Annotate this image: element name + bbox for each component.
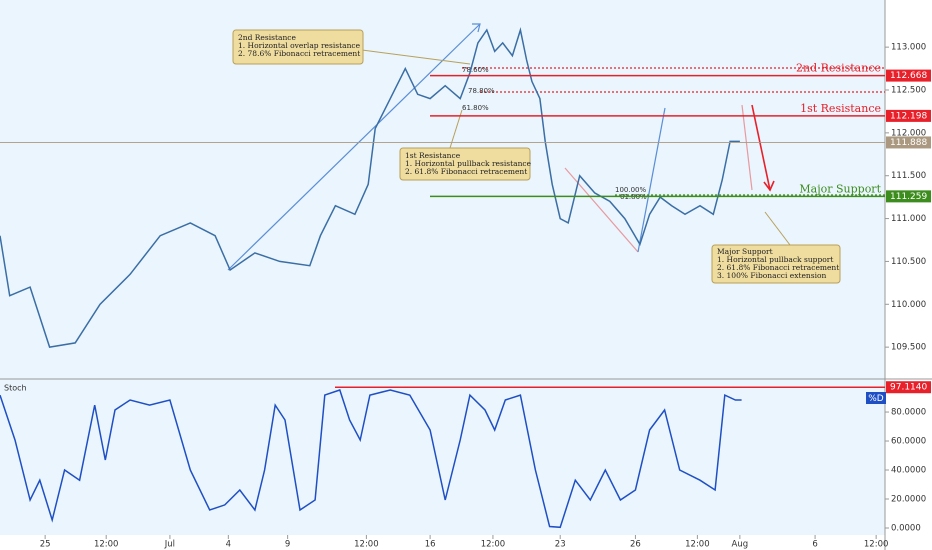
panel-title: Stoch	[4, 384, 27, 393]
x-tick-label: 12:00	[94, 540, 119, 550]
level-name: 2nd Resistance	[796, 62, 881, 75]
y-tick-label: 20.0000	[891, 495, 926, 505]
level-tag	[886, 190, 931, 203]
level-value: 111.259	[890, 192, 927, 202]
x-tick-label: Aug	[732, 540, 749, 550]
price-axis	[885, 0, 932, 550]
fib-label: 100.00%	[615, 186, 646, 194]
level-tag	[886, 381, 931, 394]
x-tick-label: 23	[555, 540, 566, 550]
y-tick-label: 40.0000	[891, 466, 926, 476]
y-tick-label: 113.000	[891, 43, 926, 53]
annotation-text: Major Support	[717, 247, 773, 256]
y-tick-label: 111.500	[891, 171, 926, 181]
level-value: 97.1140	[890, 383, 927, 393]
fib-label: 78.80%	[468, 87, 495, 95]
annotation-box	[399, 147, 531, 181]
level-name: 1st Resistance	[800, 102, 881, 115]
y-tick-label: 110.000	[891, 300, 926, 310]
annotation-text: 2. 61.8% Fibonacci retracement	[717, 263, 839, 272]
annotation-text: 2. 61.8% Fibonacci retracement	[405, 167, 527, 176]
x-tick-label: 12:00	[354, 540, 379, 550]
x-tick-label: 4	[226, 540, 231, 550]
legend-label: %D	[868, 394, 884, 404]
annotation-text: 1. Horizontal overlap resistance	[238, 41, 361, 50]
x-tick-label: 12:00	[481, 540, 506, 550]
level-tag	[886, 109, 931, 122]
annotation-text: 1. Horizontal pullback resistance	[405, 159, 532, 168]
annotations: 2nd Resistance 1. Horizontal overlap res…	[232, 29, 841, 284]
y-tick-label: 109.500	[891, 343, 926, 353]
y-tick-label: 112.000	[891, 128, 926, 138]
level-value: 112.668	[890, 71, 927, 81]
annotation-box	[711, 244, 841, 284]
y-tick-label: 110.500	[891, 257, 926, 267]
annotation-text: 2. 78.6% Fibonacci retracement	[238, 49, 360, 58]
x-tick-label: 9	[285, 540, 290, 550]
annotation-text: 3. 100% Fibonacci extension	[717, 271, 826, 280]
x-tick-label: 6	[812, 540, 817, 550]
annotation-text: 1. Horizontal pullback support	[717, 255, 833, 264]
data-line	[0, 389, 742, 529]
fib-label: 78.60%	[462, 66, 489, 74]
last-price-value: 111.888	[890, 138, 927, 148]
x-tick-label: 25	[40, 540, 51, 550]
annotation-text: 2nd Resistance	[238, 33, 296, 42]
data-line	[0, 27, 740, 348]
y-tick-label: 111.000	[891, 214, 926, 224]
legend-box	[866, 392, 886, 404]
y-tick-label: 112.500	[891, 86, 926, 96]
y-tick-label: 80.0000	[891, 408, 926, 418]
level-name: Major Support	[799, 182, 881, 195]
annotation-text: 1st Resistance	[405, 151, 461, 160]
fib-label: 61.80%	[462, 104, 489, 112]
annotation-box	[232, 29, 364, 65]
drawings	[227, 23, 885, 271]
level-tag	[886, 69, 931, 82]
x-tick-label: 12:00	[685, 540, 710, 550]
y-tick-label: 60.0000	[891, 437, 926, 447]
level-value: 112.198	[890, 111, 927, 121]
x-tick-label: 26	[630, 540, 641, 550]
x-tick-label: 12:00	[864, 540, 889, 550]
y-tick-label: 0.0000	[891, 523, 921, 533]
last-price-tag	[886, 136, 931, 149]
x-tick-label: Jul	[164, 540, 175, 550]
time-axis	[0, 535, 885, 550]
x-tick-label: 16	[425, 540, 436, 550]
